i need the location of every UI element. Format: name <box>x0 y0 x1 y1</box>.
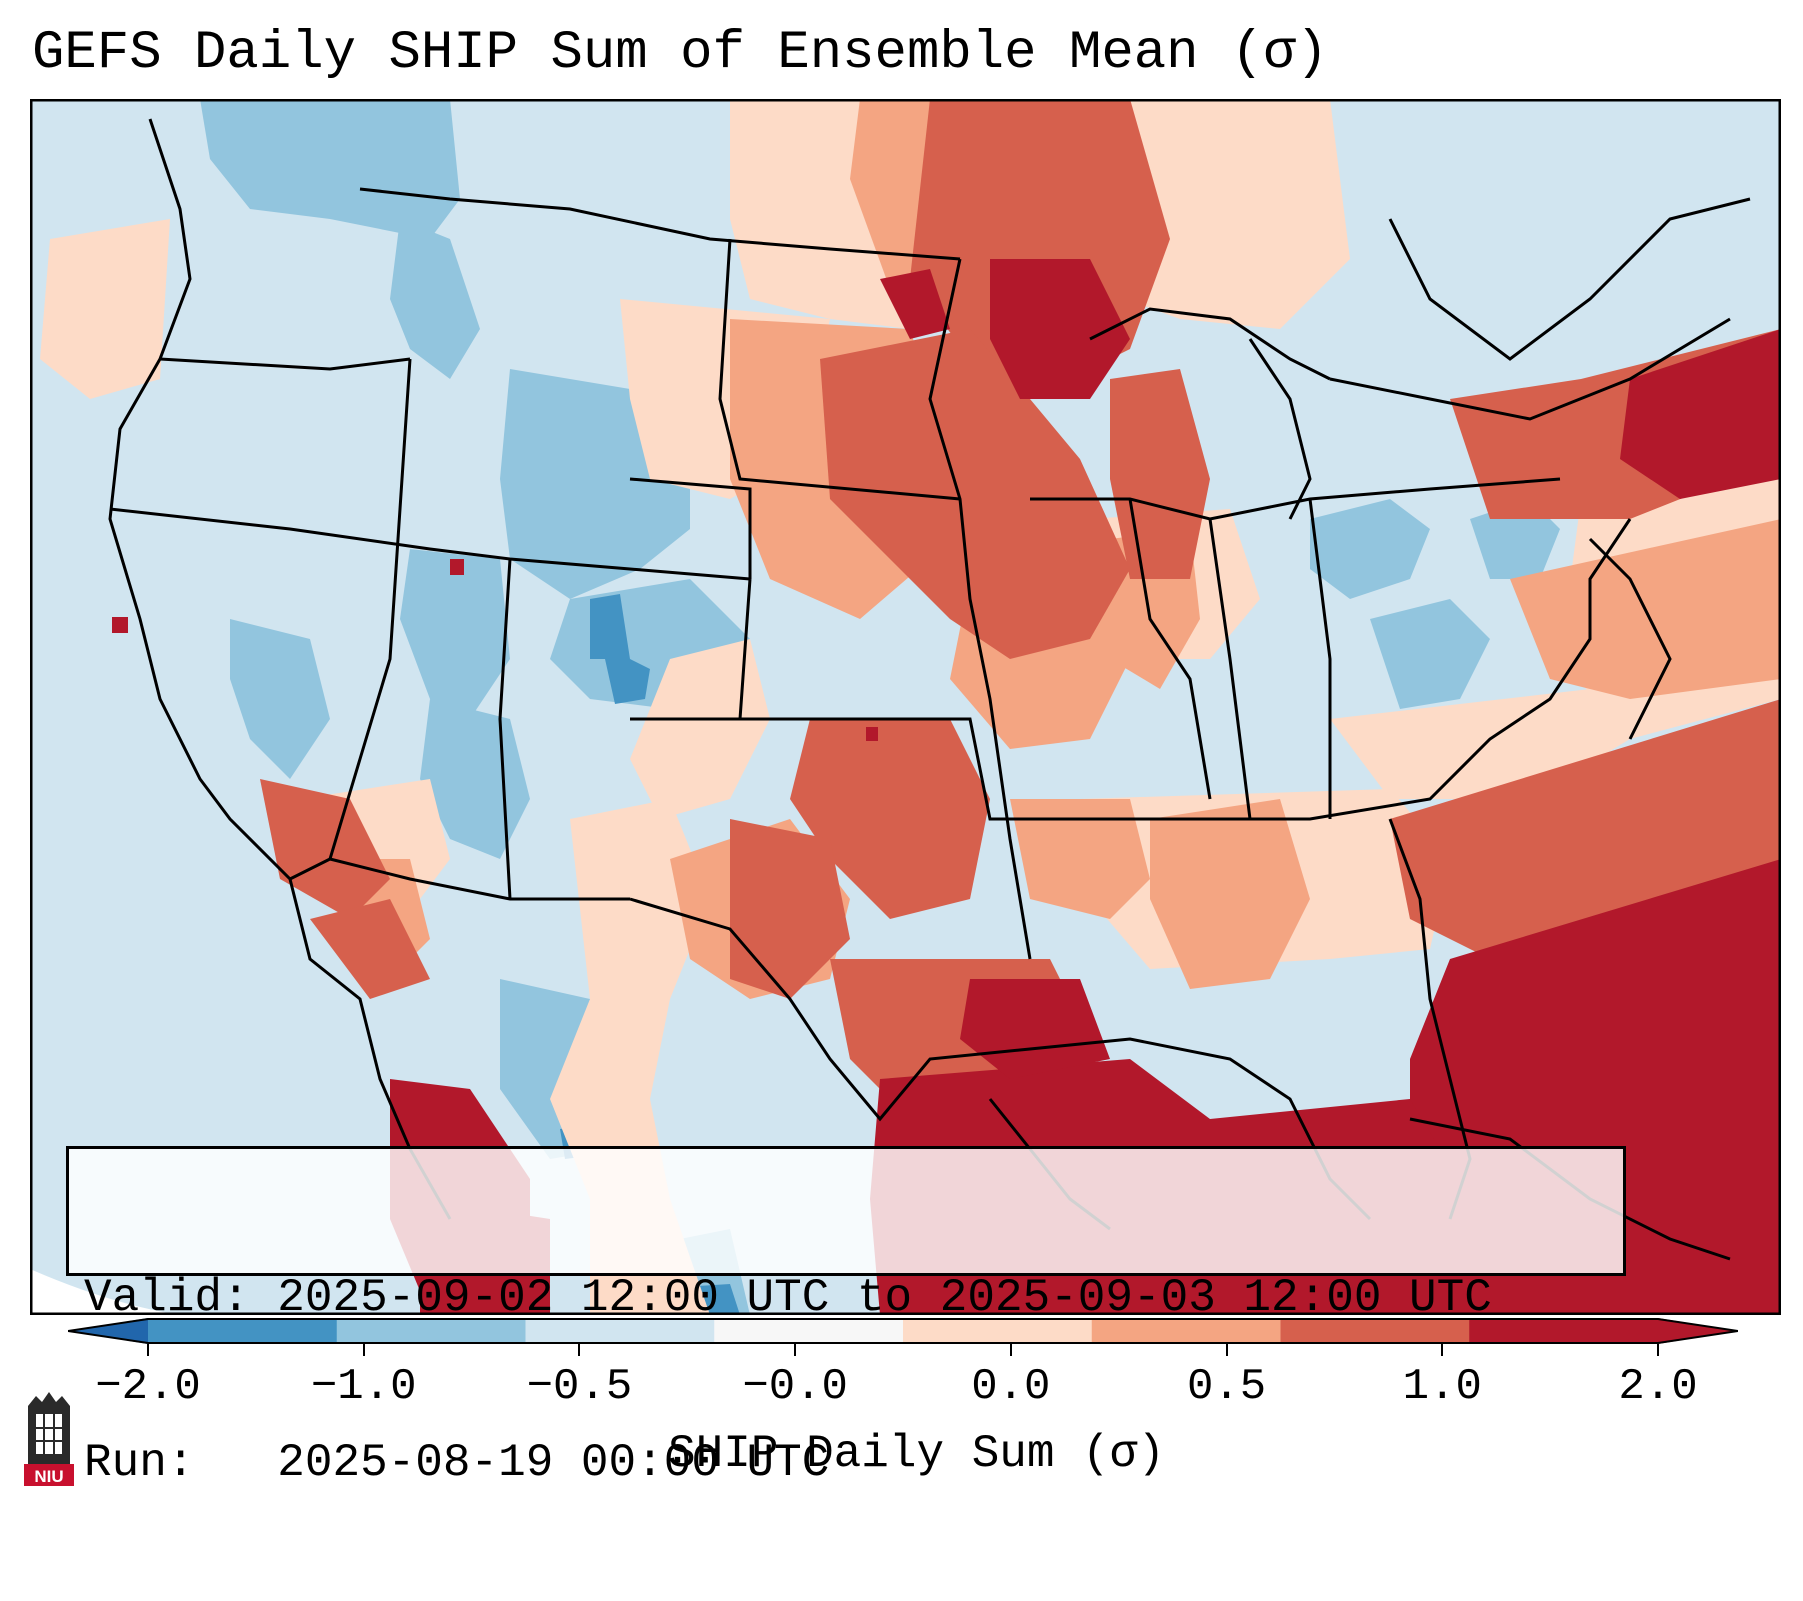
colorbar-tick-mark <box>362 1344 365 1356</box>
colorbar-segment <box>1280 1318 1470 1344</box>
colorbar-over-extension <box>1658 1318 1738 1344</box>
colorbar-segment <box>903 1318 1093 1344</box>
run-value: 2025-08-19 00:00 UTC <box>277 1437 830 1489</box>
colorbar-segment <box>1469 1318 1659 1344</box>
niu-logo: NIU <box>24 1392 74 1486</box>
map-boundaries <box>108 118 1751 1261</box>
valid-label: Valid: <box>84 1272 250 1324</box>
valid-value: 2025-09-02 12:00 UTC to 2025-09-03 12:00… <box>277 1272 1492 1324</box>
colorbar <box>68 1318 1738 1344</box>
map-title: GEFS Daily SHIP Sum of Ensemble Mean (σ) <box>32 23 1329 84</box>
colorbar-tick-label: 0.0 <box>971 1362 1051 1412</box>
colorbar-segment <box>336 1318 526 1344</box>
domain-edge-left <box>30 1269 180 1315</box>
map-frame <box>30 99 1781 1315</box>
colorbar-tick-mark <box>1009 1344 1012 1356</box>
colorbar-outline <box>68 1318 1738 1344</box>
colorbar-segment <box>714 1318 904 1344</box>
colorbar-under-extension <box>68 1318 148 1344</box>
colorbar-tick-mark <box>1441 1344 1444 1356</box>
colorbar-segment <box>525 1318 715 1344</box>
colorbar-tick-mark <box>1657 1344 1659 1356</box>
colorbar-segment <box>148 1318 338 1344</box>
colorbar-tick-label: −1.0 <box>310 1362 417 1412</box>
colorbar-tick-label: 1.0 <box>1402 1362 1482 1412</box>
logo-text: NIU <box>34 1467 63 1486</box>
colorbar-tick-label: 2.0 <box>1618 1362 1698 1412</box>
colorbar-ticks <box>0 1344 1803 1434</box>
ship-map <box>30 99 1781 1315</box>
colorbar-tick-label: −0.0 <box>742 1362 848 1412</box>
colorbar-tick-mark <box>147 1344 149 1356</box>
run-label: Run: <box>84 1437 195 1489</box>
map-panel: Valid: 2025-09-02 12:00 UTC to 2025-09-0… <box>30 99 1781 1489</box>
colorbar-tick-mark <box>1225 1344 1228 1356</box>
colorbar-tick-label: −0.5 <box>526 1362 633 1412</box>
valid-row: Valid: 2025-09-02 12:00 UTC to 2025-09-0… <box>84 1271 1623 1326</box>
colorbar-tick-label: −2.0 <box>95 1362 201 1412</box>
run-row: Run: 2025-08-19 00:00 UTC <box>84 1436 1623 1491</box>
info-box: Valid: 2025-09-02 12:00 UTC to 2025-09-0… <box>66 1146 1626 1489</box>
colorbar-tick-mark <box>578 1344 581 1356</box>
colorbar-tick-mark <box>794 1344 797 1356</box>
colorbar-label: SHIP Daily Sum (σ) <box>668 1428 1165 1480</box>
colorbar-tick-label: 0.5 <box>1186 1362 1267 1412</box>
colorbar-segment <box>1091 1318 1281 1344</box>
